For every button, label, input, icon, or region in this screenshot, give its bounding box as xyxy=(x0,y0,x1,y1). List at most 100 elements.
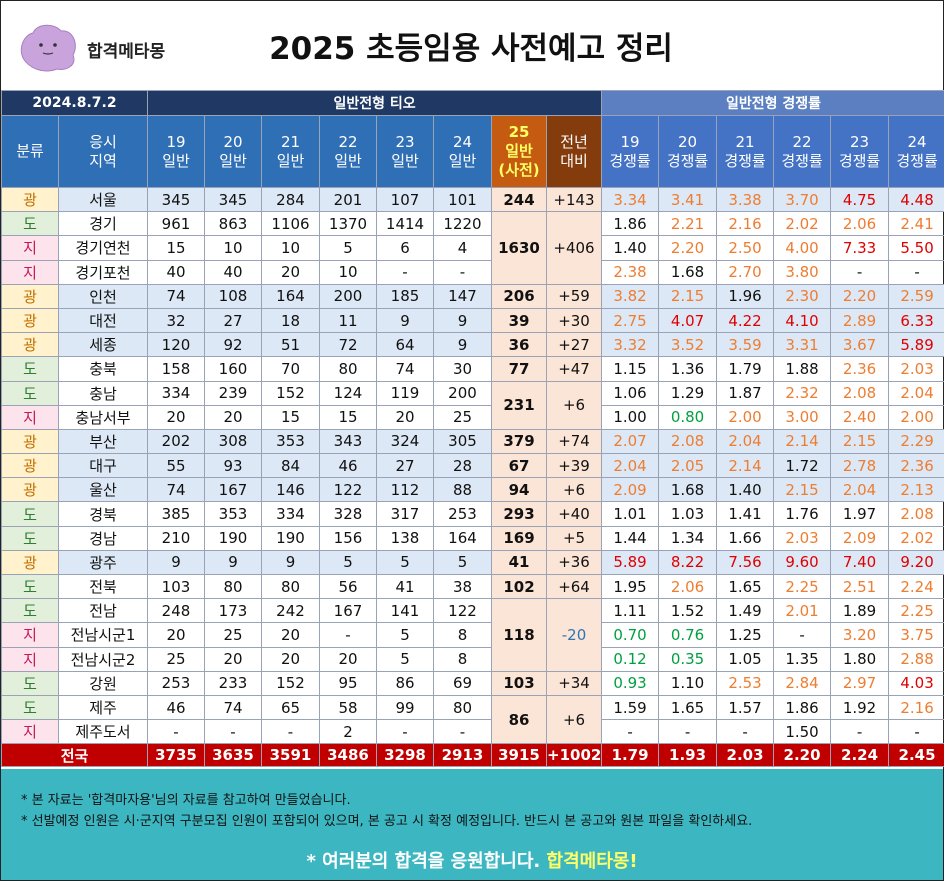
rate-value: 2.06 xyxy=(830,211,890,237)
tio-value: 15 xyxy=(147,235,205,261)
tio-2025: 206 xyxy=(491,283,547,309)
tio-value: 55 xyxy=(147,453,205,479)
cheer: * 여러분의 합격을 응원합니다. 합격메타몽! xyxy=(1,847,943,873)
tio-value: 30 xyxy=(433,356,492,382)
total-tio: 3635 xyxy=(204,743,262,768)
tio-value: 152 xyxy=(261,380,320,406)
tio-value: 10 xyxy=(319,259,377,285)
rate-value: 8.22 xyxy=(658,549,718,576)
category: 지 xyxy=(1,235,59,261)
tio-value: 64 xyxy=(376,332,434,358)
tio-value: 345 xyxy=(204,186,262,213)
total-tio: 3591 xyxy=(261,743,320,768)
column-header: 23 일반 xyxy=(376,115,434,188)
cheer-text: * 여러분의 합격을 응원합니다. xyxy=(306,851,541,872)
rate-value: 1.87 xyxy=(716,380,775,406)
rate-value: 2.09 xyxy=(830,525,890,551)
rate-value: - xyxy=(773,622,832,648)
region: 경기 xyxy=(58,211,148,237)
cheer-brand: 합격메타몽! xyxy=(546,851,638,872)
region: 대전 xyxy=(58,307,148,334)
tio-2025: 41 xyxy=(491,549,547,576)
rate-value: 1.06 xyxy=(601,380,660,406)
tio-value: 200 xyxy=(433,380,492,406)
tio-value: 25 xyxy=(147,646,205,672)
tio-2025: 39 xyxy=(491,307,547,334)
category: 도 xyxy=(1,356,59,382)
rate-value: 2.78 xyxy=(830,453,890,479)
total-tio: 2913 xyxy=(433,743,492,768)
tio-value: - xyxy=(319,622,377,648)
category: 광 xyxy=(1,549,59,576)
rate-value: 1.36 xyxy=(658,356,718,382)
rate-value: - xyxy=(716,719,775,745)
tio-value: - xyxy=(147,719,205,745)
tio-value: 345 xyxy=(147,186,205,213)
rate-value: 2.08 xyxy=(888,501,944,527)
tio-value: 5 xyxy=(319,235,377,261)
category: 광 xyxy=(1,332,59,358)
tio-value: 9 xyxy=(204,549,262,576)
column-header: 22 경쟁률 xyxy=(773,115,832,188)
rate-value: 2.25 xyxy=(888,598,944,624)
tio-value: 74 xyxy=(204,694,262,721)
tio-value: 242 xyxy=(261,598,320,624)
tio-value: - xyxy=(204,719,262,745)
tio-2025: 118 xyxy=(491,598,547,672)
tio-value: 119 xyxy=(376,380,434,406)
change: +143 xyxy=(545,186,603,213)
rate-value: - xyxy=(830,719,890,745)
rate-value: 2.16 xyxy=(888,694,944,721)
rate-value: 5.89 xyxy=(888,332,944,358)
tio-value: 353 xyxy=(261,428,320,455)
tio-value: 146 xyxy=(261,477,320,503)
rate-value: 3.75 xyxy=(888,622,944,648)
tio-value: 202 xyxy=(147,428,205,455)
rate-value: 2.08 xyxy=(830,380,890,406)
total-tio: 3298 xyxy=(376,743,434,768)
tio-value: 20 xyxy=(204,646,262,672)
rate-value: 2.75 xyxy=(601,307,660,334)
region: 경기포천 xyxy=(58,259,148,285)
title: 2025 초등임용 사전예고 정리 xyxy=(269,31,673,67)
rate-value: 2.38 xyxy=(601,259,660,285)
column-header: 25 일반 (사전) xyxy=(491,115,547,188)
table-row: 광 광주 9 9 9 5 5 5 41 +36 5.89 8.22 7.56 9.60 7.40 9.20 xyxy=(1,549,944,576)
rate-value: 2.04 xyxy=(888,380,944,406)
tio-value: 20 xyxy=(261,622,320,648)
tio-value: 20 xyxy=(147,404,205,430)
tio-value: - xyxy=(261,719,320,745)
change: +40 xyxy=(545,501,603,527)
change: +74 xyxy=(545,428,603,455)
total-change: +1002 xyxy=(545,743,603,768)
rate-value: 0.12 xyxy=(601,646,660,672)
rate-value: 9.60 xyxy=(773,549,832,576)
table-row: 지 제주도서 - - -2- - - - -1.50- - xyxy=(1,719,944,745)
rate-value: 3.70 xyxy=(773,186,832,213)
rate-value: - xyxy=(830,259,890,285)
table-row: 도 충북 158 160 70 80 74 30 77 +47 1.15 1.36 1.79 1.88 2.… xyxy=(1,356,944,382)
tio-value: 10 xyxy=(261,235,320,261)
tio-value: 46 xyxy=(319,453,377,479)
table-row: 광 서울 345 345 284 201 107 101 244 +143 3.34 3.41 3.38… xyxy=(1,186,944,213)
tio-value: 9 xyxy=(433,307,492,334)
tio-value: 5 xyxy=(319,549,377,576)
rate-value: 1.68 xyxy=(658,259,718,285)
tio-value: 164 xyxy=(261,283,320,309)
region: 전남시군2 xyxy=(58,646,148,672)
tio-2025: 36 xyxy=(491,332,547,358)
table-row: 도 충남 334 239 152 124 119 200 231 +6 1.06 1.29 1.87 2.… xyxy=(1,380,944,430)
change: +39 xyxy=(545,453,603,479)
change: +34 xyxy=(545,670,603,696)
tio-value: 1220 xyxy=(433,211,492,237)
rate-value: 2.36 xyxy=(830,356,890,382)
column-header: 21 경쟁률 xyxy=(716,115,775,188)
rate-value: 1.76 xyxy=(773,501,832,527)
tio-value: 9 xyxy=(147,549,205,576)
table-row: 지 충남서부 20 20 15 15 20 25 1.00 0.80 2.00 3.00 2.40 2.0… xyxy=(1,404,944,430)
region: 제주 xyxy=(58,694,148,721)
total-rate: 2.20 xyxy=(773,743,832,768)
tio-2025: 169 xyxy=(491,525,547,551)
rate-value: 1.10 xyxy=(658,670,718,696)
rate-value: 2.04 xyxy=(830,477,890,503)
